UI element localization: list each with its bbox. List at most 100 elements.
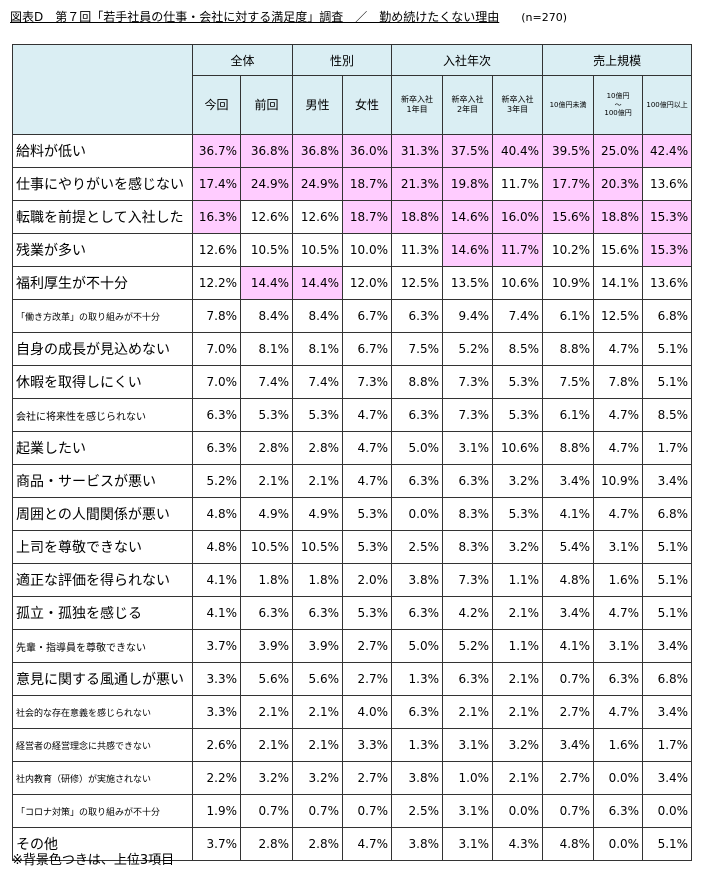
column-header: 10億円未満 <box>542 75 595 135</box>
value-cell: 2.1% <box>292 695 344 729</box>
value-cell: 3.4% <box>642 761 693 795</box>
value-cell: 2.5% <box>391 794 444 828</box>
value-cell: 2.1% <box>492 662 544 696</box>
value-cell: 2.1% <box>492 695 544 729</box>
value-cell: 7.3% <box>442 563 494 597</box>
value-cell: 1.8% <box>239 563 294 597</box>
value-cell: 14.6% <box>442 200 494 234</box>
row-label: 社内教育（研修）が実施されない <box>12 761 193 795</box>
table-row: 先輩・指導員を尊敬できない 3.7% 3.9% 3.9% 2.7% 5.0% 5.2% 1.1… <box>12 629 693 663</box>
value-cell: 4.0% <box>342 695 393 729</box>
value-cell: 2.1% <box>292 728 344 762</box>
value-cell: 2.8% <box>292 431 344 465</box>
value-cell: 1.3% <box>391 662 444 696</box>
value-cell: 17.4% <box>192 167 241 201</box>
value-cell: 12.6% <box>292 200 344 234</box>
value-cell: 0.7% <box>542 662 595 696</box>
value-cell: 2.1% <box>492 596 544 630</box>
value-cell: 8.5% <box>642 398 693 432</box>
value-cell: 3.4% <box>642 695 693 729</box>
value-cell: 4.7% <box>593 695 644 729</box>
value-cell: 2.0% <box>342 563 393 597</box>
table-row: 上司を尊敬できない 4.8% 10.5% 10.5% 5.3% 2.5% 8.3% 3.2% 5… <box>12 530 693 564</box>
value-cell: 6.3% <box>391 464 444 498</box>
value-cell: 36.8% <box>239 134 294 168</box>
value-cell: 10.9% <box>542 266 595 300</box>
value-cell: 3.8% <box>391 827 444 861</box>
value-cell: 5.1% <box>642 596 693 630</box>
row-label: 先輩・指導員を尊敬できない <box>12 629 193 663</box>
value-cell: 4.8% <box>192 530 241 564</box>
value-cell: 3.1% <box>442 794 494 828</box>
value-cell: 8.3% <box>442 530 494 564</box>
table-row: 「働き方改革」の取り組みが不十分 7.8% 8.4% 8.4% 6.7% 6.3% 9.4%… <box>12 299 693 333</box>
value-cell: 3.4% <box>542 464 595 498</box>
value-cell: 5.3% <box>492 365 544 399</box>
value-cell: 1.7% <box>642 431 693 465</box>
value-cell: 4.7% <box>593 431 644 465</box>
value-cell: 5.3% <box>342 530 393 564</box>
value-cell: 2.1% <box>442 695 494 729</box>
row-label: 残業が多い <box>12 233 193 267</box>
value-cell: 2.7% <box>342 761 393 795</box>
table-row: 商品・サービスが悪い 5.2% 2.1% 2.1% 4.7% 6.3% 6.3% 3.2% 3.… <box>12 464 693 498</box>
value-cell: 4.1% <box>192 563 241 597</box>
value-cell: 6.3% <box>192 431 241 465</box>
value-cell: 5.6% <box>239 662 294 696</box>
value-cell: 2.7% <box>542 695 595 729</box>
table-row: 給料が低い 36.7% 36.8% 36.8% 36.0% 31.3% 37.5% 40.4%… <box>12 134 693 168</box>
value-cell: 10.2% <box>542 233 595 267</box>
row-label: 意見に関する風通しが悪い <box>12 662 193 696</box>
row-label: 経営者の経営理念に共感できない <box>12 728 193 762</box>
row-label: 休暇を取得しにくい <box>12 365 193 399</box>
value-cell: 2.7% <box>542 761 595 795</box>
value-cell: 3.7% <box>192 629 241 663</box>
value-cell: 3.1% <box>442 827 494 861</box>
table-row: 会社に将来性を感じられない 6.3% 5.3% 5.3% 4.7% 6.3% 7.3% 5.3… <box>12 398 693 432</box>
value-cell: 6.3% <box>442 464 494 498</box>
value-cell: 4.1% <box>192 596 241 630</box>
value-cell: 4.7% <box>593 497 644 531</box>
value-cell: 5.1% <box>642 365 693 399</box>
group-header-revenue: 売上規模 <box>542 44 693 76</box>
value-cell: 37.5% <box>442 134 494 168</box>
value-cell: 5.3% <box>492 398 544 432</box>
value-cell: 3.4% <box>642 464 693 498</box>
value-cell: 6.3% <box>391 695 444 729</box>
row-label: 周囲との人間関係が悪い <box>12 497 193 531</box>
column-header: 10億円 ～ 100億円 <box>593 75 644 135</box>
value-cell: 14.6% <box>442 233 494 267</box>
value-cell: 4.3% <box>492 827 544 861</box>
value-cell: 4.7% <box>342 431 393 465</box>
value-cell: 2.1% <box>239 464 294 498</box>
row-label: 起業したい <box>12 431 193 465</box>
value-cell: 16.0% <box>492 200 544 234</box>
value-cell: 6.3% <box>593 662 644 696</box>
value-cell: 12.6% <box>192 233 241 267</box>
value-cell: 6.7% <box>342 299 393 333</box>
value-cell: 2.1% <box>239 728 294 762</box>
table-row: その他 3.7% 2.8% 2.8% 4.7% 3.8% 3.1% 4.3% 4.8% 0.0% 5… <box>12 827 693 861</box>
value-cell: 4.7% <box>342 464 393 498</box>
value-cell: 4.9% <box>292 497 344 531</box>
value-cell: 0.7% <box>292 794 344 828</box>
row-label: 社会的な存在意義を感じられない <box>12 695 193 729</box>
value-cell: 6.3% <box>192 398 241 432</box>
value-cell: 4.7% <box>593 596 644 630</box>
row-label: 会社に将来性を感じられない <box>12 398 193 432</box>
value-cell: 3.9% <box>239 629 294 663</box>
value-cell: 8.1% <box>239 332 294 366</box>
value-cell: 1.9% <box>192 794 241 828</box>
value-cell: 12.6% <box>239 200 294 234</box>
value-cell: 21.3% <box>391 167 444 201</box>
value-cell: 2.7% <box>342 662 393 696</box>
value-cell: 15.3% <box>642 233 693 267</box>
table-row: 福利厚生が不十分 12.2% 14.4% 14.4% 12.0% 12.5% 13.5% 10… <box>12 266 693 300</box>
value-cell: 13.6% <box>642 266 693 300</box>
value-cell: 0.7% <box>342 794 393 828</box>
value-cell: 31.3% <box>391 134 444 168</box>
value-cell: 6.3% <box>292 596 344 630</box>
value-cell: 5.2% <box>442 332 494 366</box>
value-cell: 3.2% <box>492 464 544 498</box>
value-cell: 1.0% <box>442 761 494 795</box>
